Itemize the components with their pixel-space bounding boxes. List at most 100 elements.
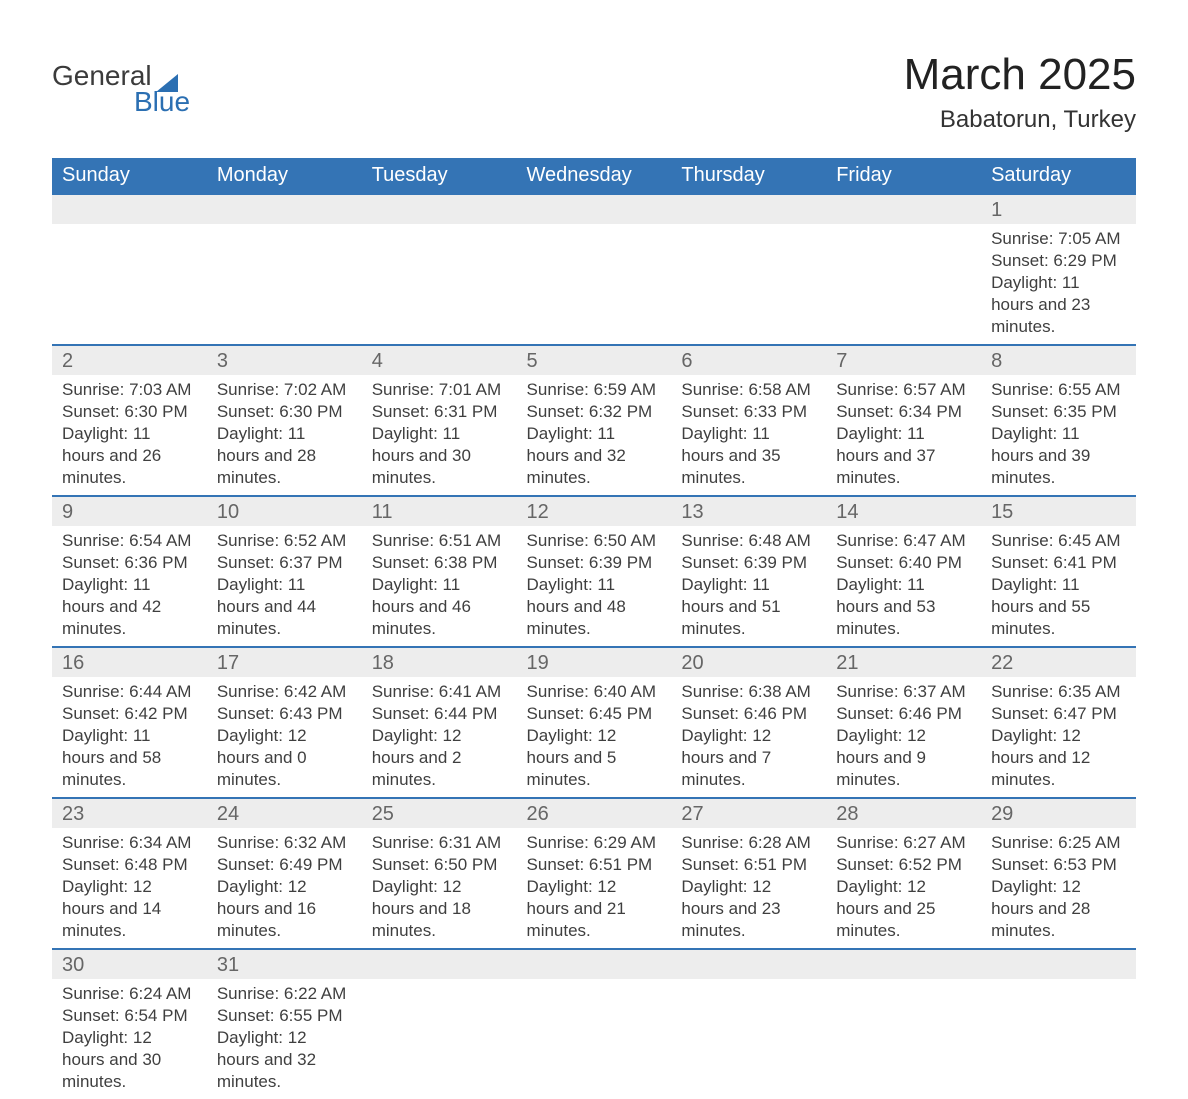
day-detail-cell: Sunrise: 6:35 AMSunset: 6:47 PMDaylight:…: [981, 677, 1136, 797]
daylight-line: Daylight: 12 hours and 5 minutes.: [527, 725, 662, 791]
day-detail-cell: Sunrise: 6:25 AMSunset: 6:53 PMDaylight:…: [981, 828, 1136, 948]
day-number-cell: 17: [207, 648, 362, 677]
daylight-line: Daylight: 11 hours and 55 minutes.: [991, 574, 1126, 640]
daylight-line: Daylight: 12 hours and 21 minutes.: [527, 876, 662, 942]
weeks-container: 1Sunrise: 7:05 AMSunset: 6:29 PMDaylight…: [52, 193, 1136, 1099]
daylight-line: Daylight: 11 hours and 26 minutes.: [62, 423, 197, 489]
daylight-line: Daylight: 11 hours and 28 minutes.: [217, 423, 352, 489]
sunrise-line: Sunrise: 6:31 AM: [372, 832, 507, 854]
day-number-cell: 30: [52, 950, 207, 979]
day-detail-cell: Sunrise: 7:02 AMSunset: 6:30 PMDaylight:…: [207, 375, 362, 495]
sunrise-line: Sunrise: 6:51 AM: [372, 530, 507, 552]
sunset-line: Sunset: 6:52 PM: [836, 854, 971, 876]
sunrise-line: Sunrise: 7:05 AM: [991, 228, 1126, 250]
calendar-page: General Blue March 2025 Babatorun, Turke…: [0, 0, 1188, 1099]
day-detail-cell: [517, 224, 672, 344]
daylight-line: Daylight: 11 hours and 46 minutes.: [372, 574, 507, 640]
day-number-cell: 4: [362, 346, 517, 375]
sunset-line: Sunset: 6:53 PM: [991, 854, 1126, 876]
sunset-line: Sunset: 6:51 PM: [681, 854, 816, 876]
day-number-cell: 8: [981, 346, 1136, 375]
day-detail-cell: [981, 979, 1136, 1099]
week-row: 2345678Sunrise: 7:03 AMSunset: 6:30 PMDa…: [52, 344, 1136, 495]
day-detail-cell: [52, 224, 207, 344]
daylight-line: Daylight: 12 hours and 32 minutes.: [217, 1027, 352, 1093]
sunrise-line: Sunrise: 6:44 AM: [62, 681, 197, 703]
daylight-line: Daylight: 11 hours and 58 minutes.: [62, 725, 197, 791]
daylight-line: Daylight: 11 hours and 32 minutes.: [527, 423, 662, 489]
day-detail-cell: Sunrise: 6:59 AMSunset: 6:32 PMDaylight:…: [517, 375, 672, 495]
day-detail-cell: Sunrise: 6:57 AMSunset: 6:34 PMDaylight:…: [826, 375, 981, 495]
day-detail-cell: Sunrise: 6:41 AMSunset: 6:44 PMDaylight:…: [362, 677, 517, 797]
weekday-header-cell: Sunday: [52, 158, 207, 193]
day-number-cell: 6: [671, 346, 826, 375]
day-number-cell: 10: [207, 497, 362, 526]
daylight-line: Daylight: 12 hours and 7 minutes.: [681, 725, 816, 791]
sunrise-line: Sunrise: 6:29 AM: [527, 832, 662, 854]
day-detail-cell: [826, 979, 981, 1099]
sunset-line: Sunset: 6:46 PM: [681, 703, 816, 725]
day-number-cell: 11: [362, 497, 517, 526]
sunrise-line: Sunrise: 6:40 AM: [527, 681, 662, 703]
week-row: 16171819202122Sunrise: 6:44 AMSunset: 6:…: [52, 646, 1136, 797]
sunrise-line: Sunrise: 6:32 AM: [217, 832, 352, 854]
sunrise-line: Sunrise: 6:58 AM: [681, 379, 816, 401]
sunset-line: Sunset: 6:43 PM: [217, 703, 352, 725]
day-number-cell: [362, 950, 517, 979]
daylight-line: Daylight: 11 hours and 51 minutes.: [681, 574, 816, 640]
day-detail-cell: Sunrise: 7:03 AMSunset: 6:30 PMDaylight:…: [52, 375, 207, 495]
title-block: March 2025 Babatorun, Turkey: [904, 50, 1136, 134]
daylight-line: Daylight: 12 hours and 12 minutes.: [991, 725, 1126, 791]
day-number-cell: 13: [671, 497, 826, 526]
day-number-cell: 1: [981, 195, 1136, 224]
sunset-line: Sunset: 6:45 PM: [527, 703, 662, 725]
day-detail-cell: Sunrise: 6:27 AMSunset: 6:52 PMDaylight:…: [826, 828, 981, 948]
sunset-line: Sunset: 6:49 PM: [217, 854, 352, 876]
daylight-line: Daylight: 11 hours and 35 minutes.: [681, 423, 816, 489]
sunset-line: Sunset: 6:51 PM: [527, 854, 662, 876]
daylight-line: Daylight: 12 hours and 9 minutes.: [836, 725, 971, 791]
sunset-line: Sunset: 6:37 PM: [217, 552, 352, 574]
day-number-cell: 22: [981, 648, 1136, 677]
sunset-line: Sunset: 6:35 PM: [991, 401, 1126, 423]
day-number-cell: 18: [362, 648, 517, 677]
sunrise-line: Sunrise: 7:03 AM: [62, 379, 197, 401]
sunset-line: Sunset: 6:50 PM: [372, 854, 507, 876]
details-strip: Sunrise: 6:44 AMSunset: 6:42 PMDaylight:…: [52, 677, 1136, 797]
daylight-line: Daylight: 11 hours and 30 minutes.: [372, 423, 507, 489]
day-number-cell: 28: [826, 799, 981, 828]
daylight-line: Daylight: 11 hours and 39 minutes.: [991, 423, 1126, 489]
day-number-cell: 7: [826, 346, 981, 375]
week-row: 3031Sunrise: 6:24 AMSunset: 6:54 PMDayli…: [52, 948, 1136, 1099]
daynum-strip: 23242526272829: [52, 799, 1136, 828]
day-detail-cell: [671, 224, 826, 344]
day-number-cell: [52, 195, 207, 224]
sunrise-line: Sunrise: 6:59 AM: [527, 379, 662, 401]
sunrise-line: Sunrise: 6:38 AM: [681, 681, 816, 703]
week-row: 9101112131415Sunrise: 6:54 AMSunset: 6:3…: [52, 495, 1136, 646]
logo-word-2: Blue: [134, 86, 190, 118]
day-detail-cell: [207, 224, 362, 344]
daylight-line: Daylight: 12 hours and 23 minutes.: [681, 876, 816, 942]
sunset-line: Sunset: 6:30 PM: [217, 401, 352, 423]
sunset-line: Sunset: 6:44 PM: [372, 703, 507, 725]
day-detail-cell: [517, 979, 672, 1099]
day-detail-cell: Sunrise: 6:58 AMSunset: 6:33 PMDaylight:…: [671, 375, 826, 495]
day-detail-cell: Sunrise: 7:05 AMSunset: 6:29 PMDaylight:…: [981, 224, 1136, 344]
day-number-cell: 5: [517, 346, 672, 375]
sunrise-line: Sunrise: 6:24 AM: [62, 983, 197, 1005]
day-number-cell: 15: [981, 497, 1136, 526]
page-title: March 2025: [904, 50, 1136, 100]
day-number-cell: [826, 950, 981, 979]
day-number-cell: 20: [671, 648, 826, 677]
daylight-line: Daylight: 12 hours and 16 minutes.: [217, 876, 352, 942]
details-strip: Sunrise: 7:03 AMSunset: 6:30 PMDaylight:…: [52, 375, 1136, 495]
daylight-line: Daylight: 11 hours and 48 minutes.: [527, 574, 662, 640]
sunrise-line: Sunrise: 7:02 AM: [217, 379, 352, 401]
sunrise-line: Sunrise: 6:54 AM: [62, 530, 197, 552]
daylight-line: Daylight: 12 hours and 0 minutes.: [217, 725, 352, 791]
daylight-line: Daylight: 12 hours and 25 minutes.: [836, 876, 971, 942]
sunrise-line: Sunrise: 6:34 AM: [62, 832, 197, 854]
sunrise-line: Sunrise: 6:27 AM: [836, 832, 971, 854]
daylight-line: Daylight: 11 hours and 23 minutes.: [991, 272, 1126, 338]
